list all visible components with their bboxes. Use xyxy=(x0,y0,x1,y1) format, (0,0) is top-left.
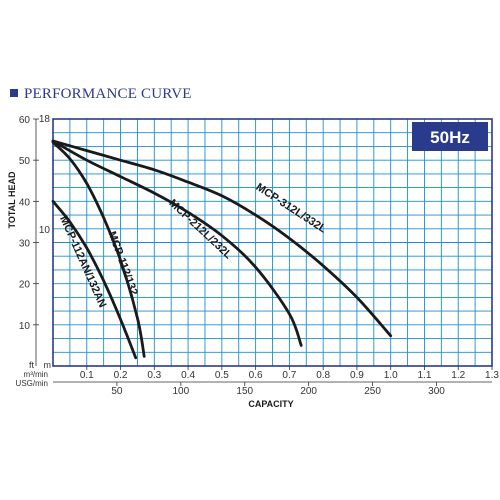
usg-tick-label: 50 xyxy=(111,386,123,397)
series-line-3 xyxy=(51,139,303,347)
y-unit-ft: ft xyxy=(29,360,35,370)
y-tick-label-ft: 50 xyxy=(19,156,31,167)
y-tick-label-ft: 10 xyxy=(19,321,31,332)
x-unit-primary: m³/min xyxy=(24,370,48,379)
x-tick-label: 1.0 xyxy=(384,370,398,381)
x-tick-label: 0.2 xyxy=(114,370,128,381)
y-unit-m: m xyxy=(44,360,52,370)
y-axis-label: TOTAL HEAD xyxy=(7,171,17,229)
y-tick-label-ft: 40 xyxy=(19,197,31,208)
x-tick-label: 1.2 xyxy=(451,370,465,381)
x-tick-label: 0.9 xyxy=(350,370,364,381)
y-tick-label-ft: 20 xyxy=(19,280,31,291)
usg-tick-label: 250 xyxy=(364,386,381,397)
x-tick-label: 1.1 xyxy=(418,370,432,381)
y-tick-label-m: 10 xyxy=(39,225,51,236)
series-line-4 xyxy=(51,139,393,338)
x-tick-label: 0.7 xyxy=(282,370,296,381)
x-unit-secondary: USG/min xyxy=(16,379,48,388)
series-line-1 xyxy=(51,199,138,360)
y-tick-label-ft: 30 xyxy=(19,239,31,250)
plot-frame xyxy=(52,118,493,367)
usg-tick-label: 300 xyxy=(428,386,445,397)
axes: 50Hz 10 20 30 40 50 60 10 18 ft m TOTAL HEAD m³/min 0… xyxy=(7,114,499,409)
series-label-3: MCP-212L/232L xyxy=(166,197,234,261)
frequency-badge-text: 50Hz xyxy=(430,128,470,147)
series-line-2 xyxy=(51,140,146,358)
y-tick-label-ft: 60 xyxy=(19,115,31,126)
curves xyxy=(51,139,393,360)
x-tick-label: 0.3 xyxy=(147,370,161,381)
x-axis-label: CAPACITY xyxy=(248,399,293,409)
x-tick-label: 0.4 xyxy=(181,370,195,381)
y-tick-label-m: 18 xyxy=(39,114,51,125)
x-tick-label: 0.8 xyxy=(316,370,330,381)
x-tick-label: 0.5 xyxy=(215,370,229,381)
usg-tick-label: 100 xyxy=(172,386,189,397)
title-bullet-icon xyxy=(10,89,18,97)
frequency-badge xyxy=(412,122,488,151)
usg-tick-label: 150 xyxy=(236,386,253,397)
x-tick-label: 1.3 xyxy=(485,370,499,381)
x-tick-label: 0.1 xyxy=(80,370,94,381)
usg-tick-label: 200 xyxy=(300,386,317,397)
chart-title: PERFORMANCE CURVE xyxy=(10,86,192,103)
series-label-4: MCP-312L/332L xyxy=(254,181,329,236)
x-tick-label: 0.6 xyxy=(249,370,263,381)
series-label-2: MCP-112/132 xyxy=(106,230,140,297)
chart-title-text: PERFORMANCE CURVE xyxy=(24,86,192,102)
